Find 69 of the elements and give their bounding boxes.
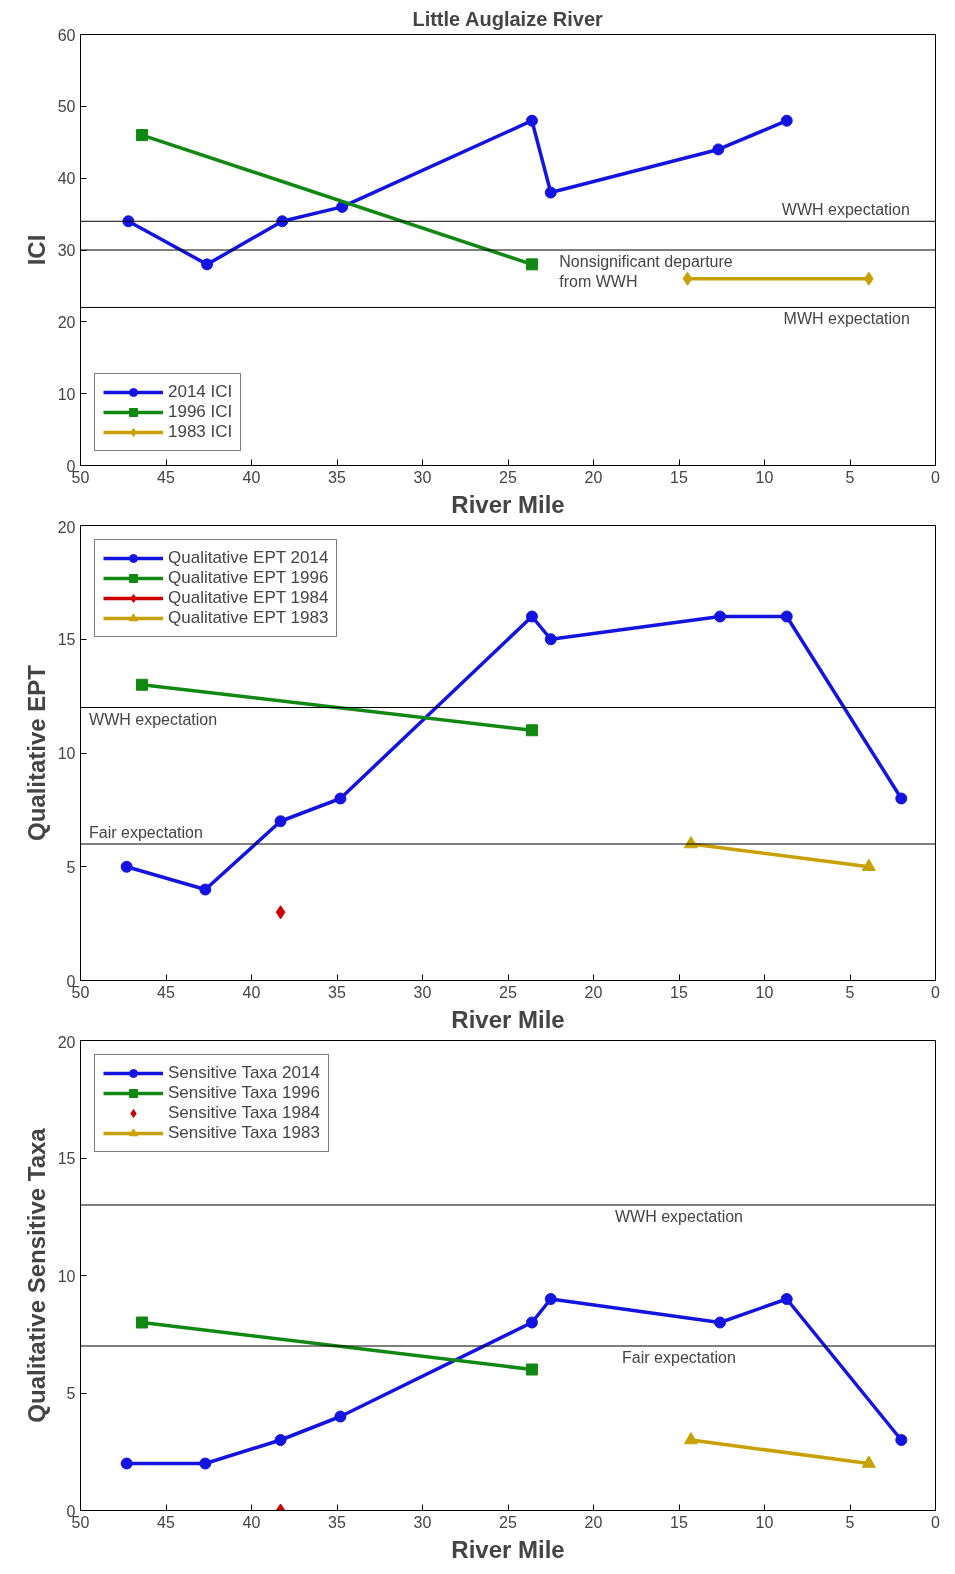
y-tick-label: 10 <box>57 745 76 762</box>
legend-label: 2014 ICI <box>168 382 233 402</box>
ref-line-label: Nonsignificant departure from WWH <box>559 253 733 291</box>
ref-line-label: WWH expectation <box>781 201 910 219</box>
ref-line-label: WWH expectation <box>89 710 218 728</box>
x-axis-title: River Mile <box>451 490 565 518</box>
x-tick-label: 20 <box>584 983 603 1001</box>
x-tick-label: 35 <box>328 468 346 486</box>
x-tick-label: 35 <box>328 983 346 1001</box>
x-tick-label: 10 <box>755 1513 774 1531</box>
y-tick-label: 60 <box>57 26 76 44</box>
ref-line-label: MWH expectation <box>783 310 910 328</box>
legend-label: Qualitative EPT 1984 <box>168 588 329 608</box>
y-tick-label: 20 <box>57 313 76 331</box>
legend-label: Sensitive Taxa 2014 <box>168 1063 320 1083</box>
y-tick-label: 5 <box>66 858 76 876</box>
chart-title: Little Auglaize River <box>412 7 604 30</box>
x-tick-label: 15 <box>670 1513 688 1531</box>
y-axis-title: ICI <box>22 234 50 266</box>
legend-label: Sensitive Taxa 1983 <box>168 1123 320 1143</box>
x-tick-label: 45 <box>157 1513 175 1531</box>
x-tick-label: 40 <box>242 983 261 1001</box>
y-axis-title: Qualitative Sensitive Taxa <box>22 1127 50 1423</box>
x-tick-label: 20 <box>584 468 603 486</box>
x-tick-label: 30 <box>413 468 432 486</box>
x-tick-label: 20 <box>584 1513 603 1531</box>
ref-line-label: Fair expectation <box>89 824 203 841</box>
x-tick-label: 15 <box>670 468 688 486</box>
x-tick-label: 45 <box>157 983 175 1001</box>
legend-label: Sensitive Taxa 1984 <box>168 1103 320 1123</box>
x-tick-label: 5 <box>845 1513 855 1531</box>
ref-line-label: WWH expectation <box>614 1208 744 1225</box>
y-tick-label: 50 <box>57 98 76 116</box>
x-tick-label: 25 <box>499 468 517 486</box>
x-tick-label: 35 <box>328 1513 346 1531</box>
x-tick-label: 10 <box>755 468 774 486</box>
y-tick-label: 20 <box>57 1033 76 1051</box>
x-tick-label: 30 <box>413 1513 432 1531</box>
legend-label: Qualitative EPT 1996 <box>168 568 329 588</box>
x-tick-label: 0 <box>931 983 941 1001</box>
x-tick-label: 25 <box>499 983 517 1001</box>
x-tick-label: 40 <box>242 468 261 486</box>
x-tick-label: 30 <box>413 983 432 1001</box>
x-axis-title: River Mile <box>451 1005 565 1033</box>
legend-label: 1983 ICI <box>168 422 233 442</box>
y-tick-label: 30 <box>57 242 76 259</box>
x-tick-label: 25 <box>499 1513 517 1531</box>
y-tick-label: 15 <box>57 631 76 649</box>
legend-label: Qualitative EPT 2014 <box>168 548 329 568</box>
x-axis-title: River Mile <box>451 1535 565 1563</box>
y-tick-label: 5 <box>66 1385 76 1402</box>
x-tick-label: 15 <box>670 983 688 1001</box>
legend-label: 1996 ICI <box>168 402 233 422</box>
y-axis-title: Qualitative EPT <box>22 664 50 842</box>
x-tick-label: 40 <box>242 1513 261 1531</box>
x-tick-label: 5 <box>845 468 855 486</box>
ref-line-label: Fair expectation <box>622 1349 736 1366</box>
x-tick-label: 45 <box>157 468 175 486</box>
x-tick-label: 5 <box>845 983 855 1001</box>
x-tick-label: 0 <box>931 468 941 486</box>
x-tick-label: 10 <box>755 983 774 1001</box>
y-tick-label: 40 <box>57 170 76 188</box>
y-tick-label: 10 <box>57 385 76 403</box>
y-tick-label: 15 <box>57 1150 76 1167</box>
x-tick-label: 0 <box>931 1513 941 1531</box>
legend-label: Qualitative EPT 1983 <box>168 608 329 628</box>
y-tick-label: 20 <box>57 518 76 536</box>
legend-label: Sensitive Taxa 1996 <box>168 1083 320 1103</box>
y-tick-label: 10 <box>57 1267 76 1285</box>
